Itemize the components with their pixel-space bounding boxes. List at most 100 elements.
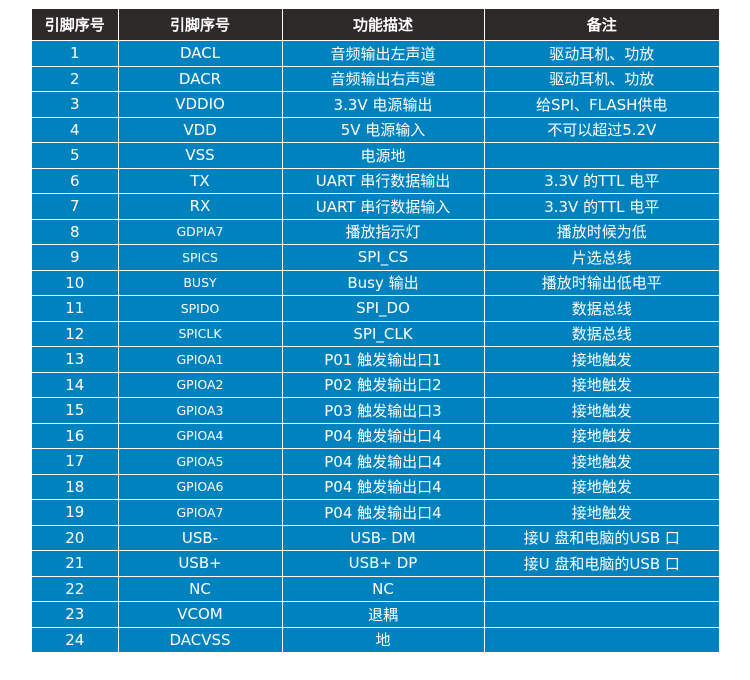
cell-note: 接地触发 bbox=[483, 499, 719, 526]
cell-function: P04 触发输出口4 bbox=[281, 499, 485, 526]
table-row: 6 TX UART 串行数据输出 3.3V 的TTL 电平 bbox=[32, 167, 719, 194]
cell-note: 接地触发 bbox=[483, 422, 719, 449]
cell-pin-name: USB+ bbox=[117, 550, 283, 577]
cell-pin-number: 6 bbox=[32, 167, 119, 194]
cell-note: 3.3V 的TTL 电平 bbox=[483, 167, 719, 194]
cell-note bbox=[483, 575, 719, 602]
cell-pin-number: 16 bbox=[32, 422, 119, 449]
cell-function: USB- DM bbox=[281, 524, 485, 551]
cell-pin-number: 7 bbox=[32, 193, 119, 220]
cell-pin-number: 10 bbox=[32, 269, 119, 296]
table-row: 15 GPIOA3 P03 触发输出口3 接地触发 bbox=[32, 397, 719, 424]
cell-function: 地 bbox=[281, 626, 485, 653]
cell-pin-number: 4 bbox=[32, 116, 119, 143]
cell-pin-name: SPICS bbox=[117, 244, 283, 271]
table-row: 2 DACR 音频输出右声道 驱动耳机、功放 bbox=[32, 65, 719, 92]
cell-pin-name: VDD bbox=[117, 116, 283, 143]
cell-note: 接地触发 bbox=[483, 371, 719, 398]
cell-note bbox=[483, 142, 719, 169]
cell-function: 5V 电源输入 bbox=[281, 116, 485, 143]
cell-function: P03 触发输出口3 bbox=[281, 397, 485, 424]
header-pin-number: 引脚序号 bbox=[32, 8, 119, 41]
cell-function: 电源地 bbox=[281, 142, 485, 169]
cell-pin-name: BUSY bbox=[117, 269, 283, 296]
cell-pin-number: 13 bbox=[32, 346, 119, 373]
cell-pin-number: 1 bbox=[32, 40, 119, 67]
cell-note bbox=[483, 626, 719, 653]
cell-function: P04 触发输出口4 bbox=[281, 448, 485, 475]
cell-pin-name: NC bbox=[117, 575, 283, 602]
cell-function: UART 串行数据输出 bbox=[281, 167, 485, 194]
cell-pin-name: GPIOA2 bbox=[117, 371, 283, 398]
cell-note: 不可以超过5.2V bbox=[483, 116, 719, 143]
table-row: 8 GDPIA7 播放指示灯 播放时候为低 bbox=[32, 218, 719, 245]
cell-pin-number: 20 bbox=[32, 524, 119, 551]
table-row: 5 VSS 电源地 bbox=[32, 142, 719, 169]
cell-pin-number: 21 bbox=[32, 550, 119, 577]
header-row: 引脚序号 引脚序号 功能描述 备注 bbox=[32, 8, 719, 41]
cell-function: 播放指示灯 bbox=[281, 218, 485, 245]
cell-pin-name: TX bbox=[117, 167, 283, 194]
pin-table: 引脚序号 引脚序号 功能描述 备注 1 DACL 音频输出左声道 驱动耳机、功放 2 DA… bbox=[32, 8, 719, 653]
cell-pin-name: GPIOA7 bbox=[117, 499, 283, 526]
cell-note: 接地触发 bbox=[483, 473, 719, 500]
cell-function: P04 触发输出口4 bbox=[281, 422, 485, 449]
cell-pin-number: 15 bbox=[32, 397, 119, 424]
cell-pin-name: VDDIO bbox=[117, 91, 283, 118]
header-note: 备注 bbox=[483, 8, 719, 41]
table-row: 11 SPIDO SPI_DO 数据总线 bbox=[32, 295, 719, 322]
cell-pin-name: GPIOA6 bbox=[117, 473, 283, 500]
cell-function: SPI_CLK bbox=[281, 320, 485, 347]
cell-pin-name: SPICLK bbox=[117, 320, 283, 347]
table-row: 10 BUSY Busy 输出 播放时输出低电平 bbox=[32, 269, 719, 296]
cell-note: 片选总线 bbox=[483, 244, 719, 271]
cell-pin-number: 3 bbox=[32, 91, 119, 118]
cell-note: 驱动耳机、功放 bbox=[483, 40, 719, 67]
table-row: 20 USB- USB- DM 接U 盘和电脑的USB 口 bbox=[32, 524, 719, 551]
cell-function: 退耦 bbox=[281, 601, 485, 628]
cell-pin-number: 9 bbox=[32, 244, 119, 271]
table-row: 23 VCOM 退耦 bbox=[32, 601, 719, 628]
cell-pin-name: DACVSS bbox=[117, 626, 283, 653]
table-row: 4 VDD 5V 电源输入 不可以超过5.2V bbox=[32, 116, 719, 143]
cell-pin-number: 18 bbox=[32, 473, 119, 500]
table-row: 17 GPIOA5 P04 触发输出口4 接地触发 bbox=[32, 448, 719, 475]
cell-function: P04 触发输出口4 bbox=[281, 473, 485, 500]
table-row: 19 GPIOA7 P04 触发输出口4 接地触发 bbox=[32, 499, 719, 526]
cell-pin-number: 12 bbox=[32, 320, 119, 347]
cell-pin-name: DACR bbox=[117, 65, 283, 92]
table-row: 22 NC NC bbox=[32, 575, 719, 602]
cell-note: 接地触发 bbox=[483, 397, 719, 424]
cell-function: 音频输出左声道 bbox=[281, 40, 485, 67]
cell-note: 3.3V 的TTL 电平 bbox=[483, 193, 719, 220]
cell-note: 数据总线 bbox=[483, 320, 719, 347]
header-pin-name: 引脚序号 bbox=[117, 8, 283, 41]
cell-pin-number: 22 bbox=[32, 575, 119, 602]
cell-pin-number: 8 bbox=[32, 218, 119, 245]
cell-pin-name: GPIOA1 bbox=[117, 346, 283, 373]
cell-pin-number: 19 bbox=[32, 499, 119, 526]
cell-pin-name: VSS bbox=[117, 142, 283, 169]
table-row: 1 DACL 音频输出左声道 驱动耳机、功放 bbox=[32, 40, 719, 67]
cell-note: 接U 盘和电脑的USB 口 bbox=[483, 524, 719, 551]
cell-pin-name: USB- bbox=[117, 524, 283, 551]
cell-function: 音频输出右声道 bbox=[281, 65, 485, 92]
cell-function: SPI_DO bbox=[281, 295, 485, 322]
cell-pin-number: 24 bbox=[32, 626, 119, 653]
cell-pin-number: 14 bbox=[32, 371, 119, 398]
cell-note: 播放时候为低 bbox=[483, 218, 719, 245]
table-row: 3 VDDIO 3.3V 电源输出 给SPI、FLASH供电 bbox=[32, 91, 719, 118]
cell-note: 接地触发 bbox=[483, 448, 719, 475]
cell-note: 接U 盘和电脑的USB 口 bbox=[483, 550, 719, 577]
cell-pin-name: RX bbox=[117, 193, 283, 220]
table-row: 9 SPICS SPI_CS 片选总线 bbox=[32, 244, 719, 271]
table-row: 12 SPICLK SPI_CLK 数据总线 bbox=[32, 320, 719, 347]
table-row: 18 GPIOA6 P04 触发输出口4 接地触发 bbox=[32, 473, 719, 500]
cell-pin-number: 5 bbox=[32, 142, 119, 169]
cell-note: 给SPI、FLASH供电 bbox=[483, 91, 719, 118]
cell-note: 数据总线 bbox=[483, 295, 719, 322]
cell-function: USB+ DP bbox=[281, 550, 485, 577]
cell-pin-name: VCOM bbox=[117, 601, 283, 628]
cell-pin-number: 23 bbox=[32, 601, 119, 628]
table-row: 13 GPIOA1 P01 触发输出口1 接地触发 bbox=[32, 346, 719, 373]
